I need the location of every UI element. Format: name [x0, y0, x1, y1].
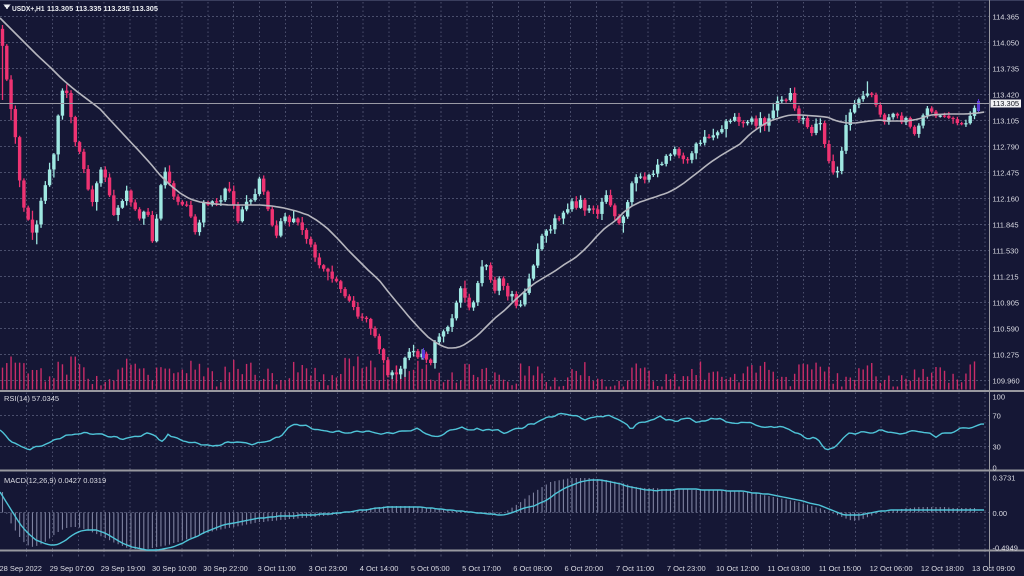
- svg-text:29 Sep 19:00: 29 Sep 19:00: [101, 564, 146, 573]
- svg-text:110.905: 110.905: [993, 299, 1020, 308]
- svg-text:MACD(12,26,9) 0.0427 0.0319: MACD(12,26,9) 0.0427 0.0319: [4, 476, 106, 485]
- svg-text:USDX+,H1: USDX+,H1: [12, 4, 45, 13]
- svg-text:70: 70: [993, 412, 1001, 421]
- svg-text:113.105: 113.105: [993, 117, 1020, 126]
- svg-text:3 Oct 11:00: 3 Oct 11:00: [258, 564, 296, 573]
- svg-text:113.305 113.335 113.235 113.30: 113.305 113.335 113.235 113.305: [47, 4, 158, 13]
- svg-text:110.275: 110.275: [993, 351, 1020, 360]
- svg-text:111.530: 111.530: [993, 247, 1019, 256]
- svg-text:6 Oct 08:00: 6 Oct 08:00: [513, 564, 552, 573]
- svg-text:3 Oct 23:00: 3 Oct 23:00: [309, 564, 348, 573]
- svg-text:13 Oct 09:00: 13 Oct 09:00: [972, 564, 1015, 573]
- svg-text:10 Oct 12:00: 10 Oct 12:00: [716, 564, 759, 573]
- svg-text:-0.4949: -0.4949: [993, 544, 1018, 553]
- svg-text:0.3731: 0.3731: [993, 474, 1016, 483]
- svg-text:30 Sep 10:00: 30 Sep 10:00: [152, 564, 197, 573]
- svg-text:113.735: 113.735: [993, 65, 1020, 74]
- svg-text:12 Oct 06:00: 12 Oct 06:00: [870, 564, 913, 573]
- svg-text:5 Oct 17:00: 5 Oct 17:00: [462, 564, 501, 573]
- svg-text:112.790: 112.790: [993, 143, 1020, 152]
- svg-text:7 Oct 23:00: 7 Oct 23:00: [667, 564, 706, 573]
- svg-text:111.845: 111.845: [993, 221, 1019, 230]
- svg-text:0.00: 0.00: [993, 509, 1008, 518]
- svg-text:112.475: 112.475: [993, 169, 1020, 178]
- svg-text:114.050: 114.050: [993, 39, 1020, 48]
- svg-text:7 Oct 11:00: 7 Oct 11:00: [616, 564, 654, 573]
- svg-text:11 Oct 15:00: 11 Oct 15:00: [819, 564, 861, 573]
- svg-text:29 Sep 07:00: 29 Sep 07:00: [50, 564, 95, 573]
- svg-text:109.960: 109.960: [993, 377, 1020, 386]
- svg-text:30 Sep 22:00: 30 Sep 22:00: [203, 564, 248, 573]
- svg-text:0: 0: [993, 464, 997, 473]
- svg-text:28 Sep 2022: 28 Sep 2022: [0, 564, 42, 573]
- svg-text:RSI(14) 57.0345: RSI(14) 57.0345: [4, 394, 59, 403]
- svg-text:11 Oct 03:00: 11 Oct 03:00: [768, 564, 810, 573]
- svg-text:113.305: 113.305: [993, 99, 1020, 108]
- svg-text:100: 100: [993, 393, 1006, 402]
- svg-text:113.420: 113.420: [993, 91, 1020, 100]
- svg-text:4 Oct 14:00: 4 Oct 14:00: [360, 564, 399, 573]
- svg-text:111.215: 111.215: [993, 273, 1019, 282]
- svg-text:12 Oct 18:00: 12 Oct 18:00: [921, 564, 964, 573]
- svg-text:112.160: 112.160: [993, 195, 1020, 204]
- svg-text:6 Oct 20:00: 6 Oct 20:00: [565, 564, 604, 573]
- svg-text:110.590: 110.590: [993, 325, 1020, 334]
- svg-text:114.365: 114.365: [993, 13, 1020, 22]
- svg-text:5 Oct 05:00: 5 Oct 05:00: [411, 564, 450, 573]
- svg-text:30: 30: [993, 443, 1001, 452]
